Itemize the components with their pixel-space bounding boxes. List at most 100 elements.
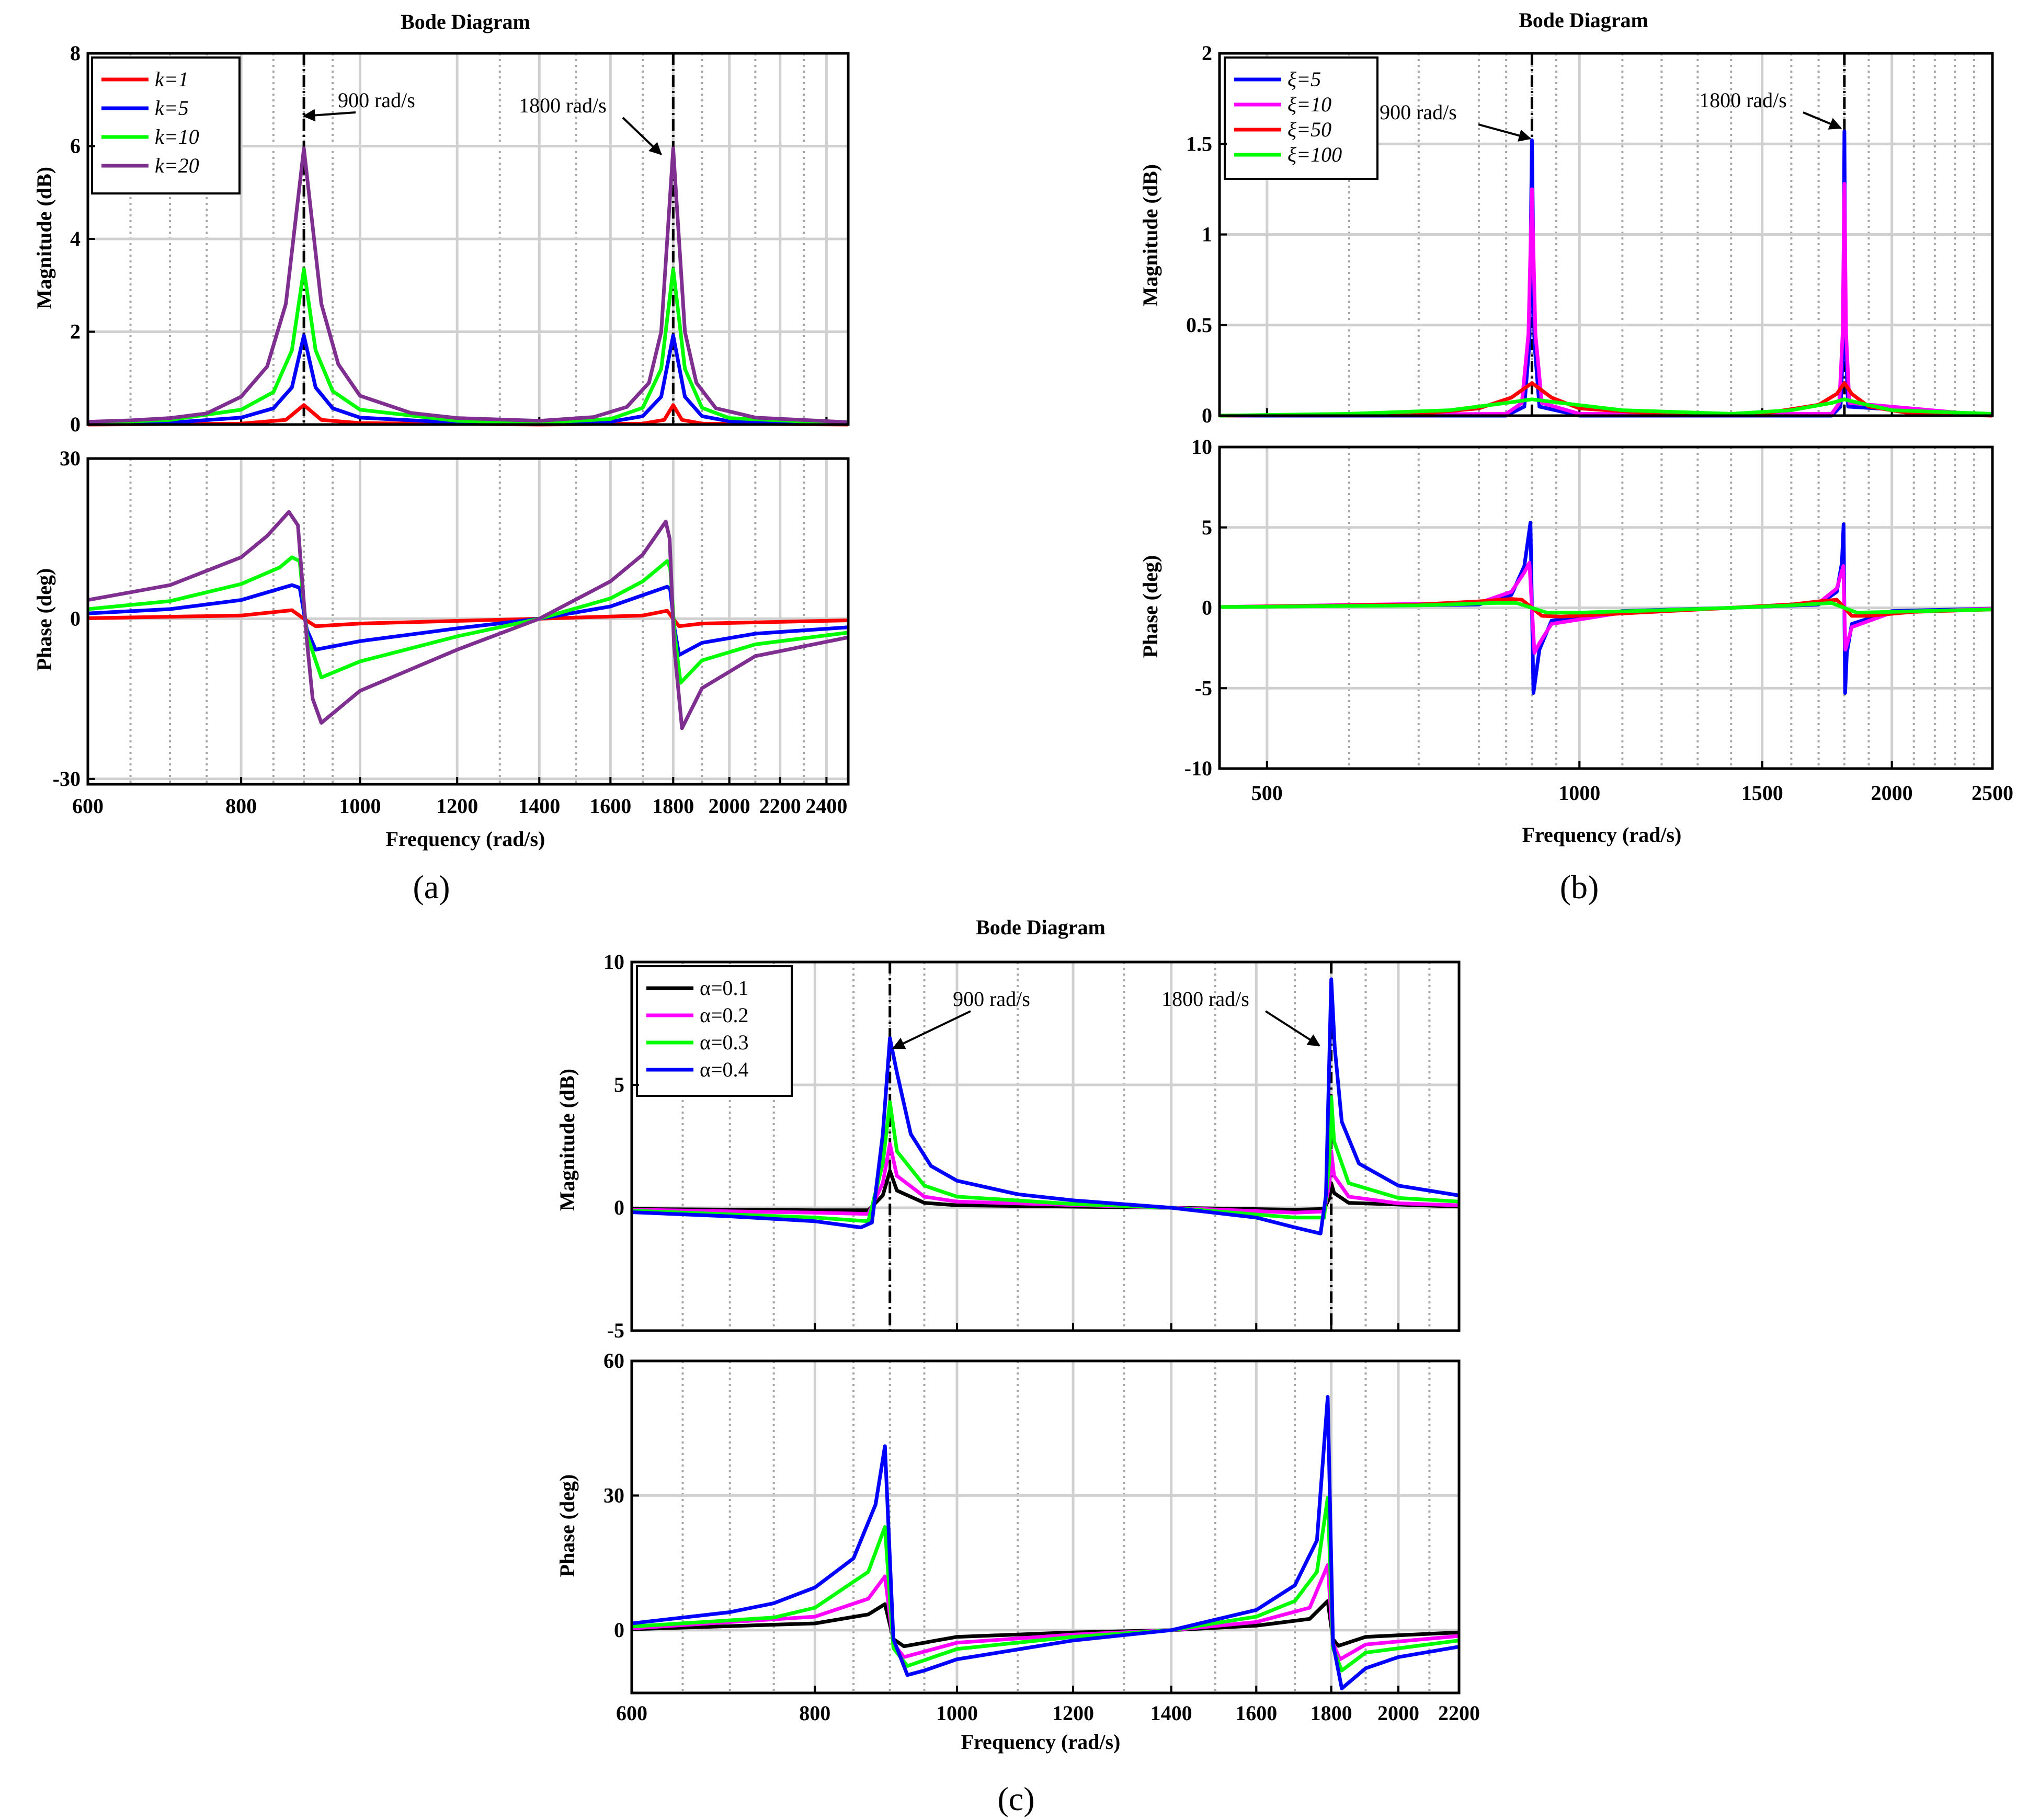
panel-a-phase-series-k-1 xyxy=(87,608,849,628)
panel-c-xtick-label: 1600 xyxy=(1235,1701,1277,1725)
panel-b-legend: ξ=5 ξ=10 ξ=50 ξ=100 xyxy=(1224,56,1378,180)
panel-b: Bode Diagram (b) Frequency (rad/s) Magni… xyxy=(1138,8,2013,906)
panel-a-legend-label-k10: k=10 xyxy=(155,125,199,148)
panel-a: Bode Diagram (a) Frequency (rad/s) Magni… xyxy=(32,10,850,906)
panel-b-phase-axes-box xyxy=(1218,445,1994,770)
panel-b-phase-series-100 xyxy=(1219,601,1993,615)
panel-c-annotation-1800: 1800 rad/s xyxy=(1161,987,1249,1011)
panel-c-annotation-arrow xyxy=(1264,1010,1321,1047)
panel-c-legend-label-a02: α=0.2 xyxy=(700,1003,749,1027)
panel-a-legend-label-k5: k=5 xyxy=(155,96,189,120)
panel-c-magnitude-axes-box xyxy=(630,960,1461,1332)
panel-b-phase-ytick-label: 5 xyxy=(1202,516,1212,539)
panel-b-xtick-label: 2000 xyxy=(1871,781,1913,805)
panel-a-magnitude-series-k-10 xyxy=(87,267,849,426)
panel-c-phase-axes-box xyxy=(630,1359,1461,1695)
panel-c-phase-series-0-4 xyxy=(631,1395,1460,1690)
panel-c-xtick-label: 1400 xyxy=(1150,1701,1192,1725)
panel-a-phase-series-k-20 xyxy=(87,510,849,730)
panel-b-phase-ytick-label: 10 xyxy=(1191,435,1212,459)
panel-a-magnitude-axes-box xyxy=(86,52,850,426)
panel-a-xtick-label: 1000 xyxy=(339,794,381,818)
panel-a-annotation-900: 900 rad/s xyxy=(338,88,415,112)
panel-a-phase-ytick-label: 0 xyxy=(70,606,81,630)
panel-a-xtick-label: 2400 xyxy=(805,794,847,818)
panel-b-magnitude-ytick-label: 1.5 xyxy=(1186,132,1212,155)
panel-a-magnitude-ytick-label: 8 xyxy=(70,41,81,65)
panel-c-phase-ytick-label: 60 xyxy=(603,1349,624,1372)
panel-c-xtick-label: 1000 xyxy=(936,1701,978,1725)
panel-a-magnitude-ytick-label: 2 xyxy=(70,320,81,344)
panel-b-magnitude-y-label: Magnitude (dB) xyxy=(1138,164,1162,306)
panel-a-annotation-1800: 1800 rad/s xyxy=(519,94,607,117)
panel-c-xtick-label: 800 xyxy=(799,1701,830,1725)
panel-c: Bode Diagram (c) Frequency (rad/s) Magni… xyxy=(555,915,1480,1817)
panel-a-phase-series-k-5 xyxy=(87,583,849,657)
panel-b-xtick-label: 2500 xyxy=(1972,781,2013,805)
panel-a-phase-y-label: Phase (deg) xyxy=(32,568,56,671)
panel-c-magnitude-series-0-4 xyxy=(631,977,1460,1235)
panel-b-magnitude-series-10 xyxy=(1219,182,1993,418)
panel-c-phase-ytick-label: 0 xyxy=(614,1618,624,1642)
panel-c-xtick-label: 1800 xyxy=(1311,1701,1352,1725)
panel-b-xtick-label: 500 xyxy=(1251,781,1283,805)
panel-b-magnitude-ytick-label: 1 xyxy=(1202,223,1212,246)
panel-a-xtick-label: 1400 xyxy=(518,794,560,818)
panel-b-legend-label-xi10: ξ=10 xyxy=(1288,93,1331,116)
panel-a-annotation-arrow xyxy=(622,117,662,155)
panel-c-phase-ytick-label: 30 xyxy=(603,1483,624,1507)
panel-a-title: Bode Diagram xyxy=(401,10,530,33)
panel-a-caption: (a) xyxy=(413,868,450,906)
panel-b-magnitude-ytick-label: 0.5 xyxy=(1186,313,1212,337)
panel-b-magnitude-ytick-label: 0 xyxy=(1202,404,1212,427)
panel-a-xtick-label: 1200 xyxy=(436,794,478,818)
panel-b-annotation-arrow xyxy=(1478,123,1532,142)
panel-a-magnitude-y-label: Magnitude (dB) xyxy=(32,167,56,309)
panel-b-annotation-1800: 1800 rad/s xyxy=(1699,88,1787,112)
panel-a-legend-label-k20: k=20 xyxy=(155,154,199,177)
panel-c-magnitude-ytick-label: -5 xyxy=(607,1319,624,1342)
panel-c-legend-label-a04: α=0.4 xyxy=(700,1058,749,1081)
panel-a-phase-axes-box xyxy=(86,457,850,786)
panel-c-annotation-arrow xyxy=(892,1010,971,1049)
panel-a-xtick-label: 1600 xyxy=(589,794,631,818)
panel-b-phase-ytick-label: -10 xyxy=(1184,757,1212,780)
panel-a-phase-ytick-label: 30 xyxy=(60,447,81,470)
panel-a-legend: k=1 k=5 k=10 k=20 xyxy=(91,56,241,194)
panel-c-magnitude-ytick-label: 5 xyxy=(614,1073,624,1096)
panel-c-magnitude-ytick-label: 0 xyxy=(614,1196,624,1219)
panel-a-xtick-label: 2200 xyxy=(759,794,801,818)
panel-a-phase-series-k-10 xyxy=(87,555,849,685)
panel-a-magnitude-series-k-20 xyxy=(87,146,849,425)
panel-b-caption: (b) xyxy=(1560,868,1599,906)
panel-a-xtick-label: 600 xyxy=(72,794,104,818)
panel-a-xtick-label: 800 xyxy=(225,794,257,818)
panel-b-legend-label-xi5: ξ=5 xyxy=(1288,67,1321,91)
panel-c-xtick-label: 2200 xyxy=(1438,1701,1480,1725)
panel-b-magnitude-series-50 xyxy=(1219,381,1993,418)
panel-c-magnitude-series-0-3 xyxy=(631,1095,1460,1223)
panel-b-legend-label-xi50: ξ=50 xyxy=(1288,118,1331,141)
panel-b-magnitude-ytick-label: 2 xyxy=(1202,41,1212,65)
panel-b-legend-label-xi100: ξ=100 xyxy=(1288,143,1342,166)
panel-a-legend-label-k1: k=1 xyxy=(155,67,189,91)
panel-c-xtick-label: 1200 xyxy=(1052,1701,1094,1725)
panel-a-magnitude-series-k-5 xyxy=(87,334,849,426)
panel-b-xtick-label: 1500 xyxy=(1741,781,1783,805)
panel-c-legend-label-a01: α=0.1 xyxy=(700,976,749,1000)
panel-b-magnitude-axes-box xyxy=(1218,52,1994,417)
panel-a-x-axis-label: Frequency (rad/s) xyxy=(386,827,545,851)
panel-a-magnitude-ytick-label: 0 xyxy=(70,413,81,436)
panel-b-title: Bode Diagram xyxy=(1519,8,1648,32)
panel-c-magnitude-y-label: Magnitude (dB) xyxy=(555,1069,579,1211)
panel-a-xtick-label: 1800 xyxy=(652,794,694,818)
panel-b-xtick-label: 1000 xyxy=(1558,781,1600,805)
panel-b-phase-ytick-label: -5 xyxy=(1195,676,1212,700)
panel-c-xtick-label: 2000 xyxy=(1377,1701,1419,1725)
panel-c-annotation-900: 900 rad/s xyxy=(953,987,1030,1011)
panel-b-phase-ytick-label: 0 xyxy=(1202,596,1212,620)
panel-c-xtick-label: 600 xyxy=(616,1701,647,1725)
panel-a-xtick-label: 2000 xyxy=(709,794,750,818)
panel-a-magnitude-ytick-label: 6 xyxy=(70,134,81,158)
